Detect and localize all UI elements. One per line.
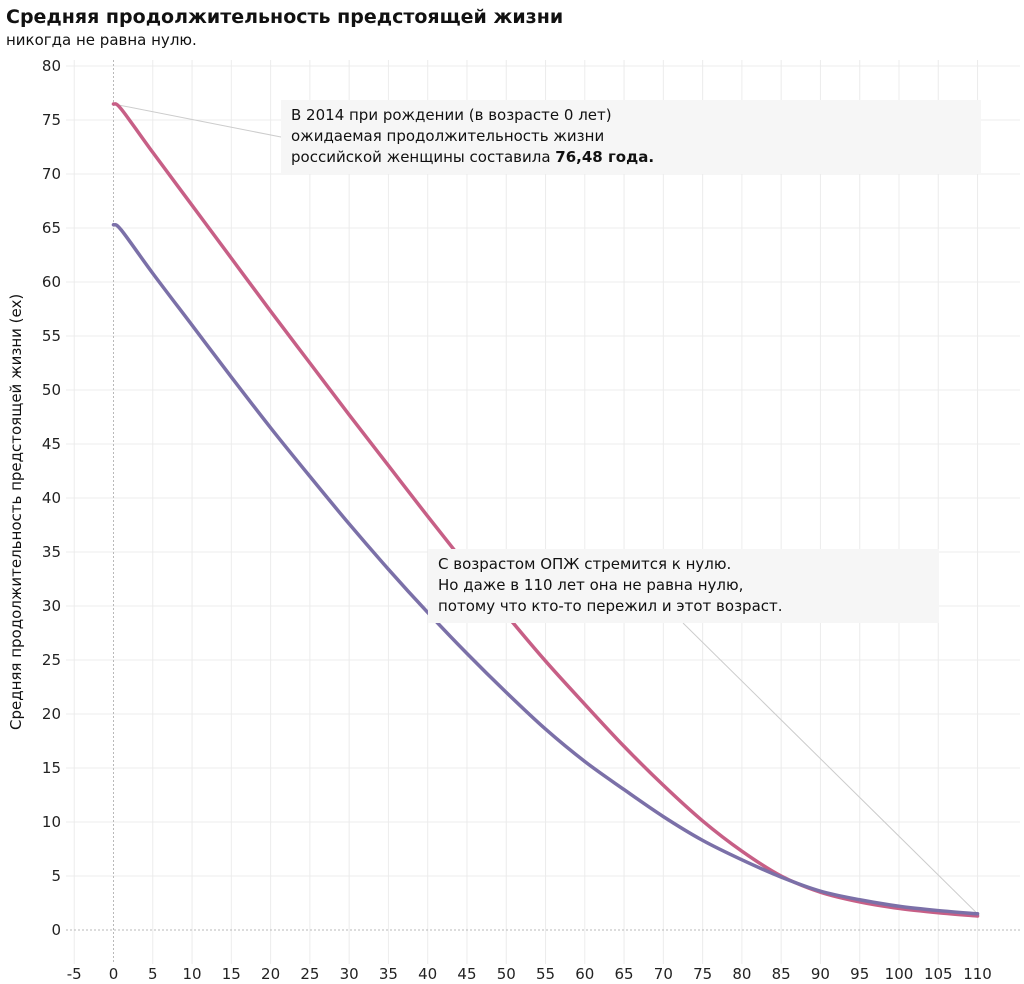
x-tick-label: 30 <box>340 965 359 983</box>
y-tick-label: 20 <box>42 705 61 723</box>
annotation-birth-pointer <box>113 103 282 138</box>
y-tick-label: 70 <box>42 165 61 183</box>
annotation-birth-value: 76,48 года. <box>555 148 655 166</box>
annotation-birth-text: российской женщины составила <box>291 148 556 166</box>
x-tick-label: 20 <box>261 965 280 983</box>
y-tick-label: 15 <box>42 759 61 777</box>
x-tick-label: 35 <box>379 965 398 983</box>
x-tick-label: 95 <box>850 965 869 983</box>
annotation-pointers <box>113 103 978 915</box>
series-line-men <box>111 222 980 916</box>
x-tick-label: 70 <box>654 965 673 983</box>
x-tick-label: 45 <box>457 965 476 983</box>
y-tick-labels: 0 5 10 15 20 25 30 35 40 45 50 55 60 65 70 75 80 <box>42 57 61 939</box>
x-tick-label: 105 <box>924 965 953 983</box>
annotation-old-age-line3: потому что кто-то пережил и этот возраст… <box>438 597 783 615</box>
annotation-old-age-line1: С возрастом ОПЖ стремится к нулю. <box>438 555 732 573</box>
x-tick-label: 60 <box>575 965 594 983</box>
grid <box>66 60 1020 964</box>
axes <box>66 60 1020 964</box>
x-tick-label: 85 <box>772 965 791 983</box>
y-tick-label: 25 <box>42 651 61 669</box>
y-tick-label: 0 <box>51 921 61 939</box>
x-tick-label: 100 <box>885 965 914 983</box>
y-tick-label: 50 <box>42 381 61 399</box>
x-tick-label: -5 <box>67 965 82 983</box>
x-tick-labels: -5 0 5 10 15 20 25 30 35 40 45 50 55 60 65 70 75 80 85 90 95… <box>67 965 992 983</box>
y-tick-label: 10 <box>42 813 61 831</box>
annotation-old-age-pointer <box>682 622 978 915</box>
chart-title: Средняя продолжительность предстоящей жи… <box>6 6 564 28</box>
chart-subtitle: никогда не равна нулю. <box>6 31 197 49</box>
x-tick-label: 75 <box>693 965 712 983</box>
annotation-birth-line1: В 2014 при рождении (в возрасте 0 лет) <box>291 106 612 124</box>
x-tick-label: 15 <box>222 965 241 983</box>
annotation-birth-line3: российской женщины составила 76,48 года. <box>291 147 971 168</box>
y-tick-label: 40 <box>42 489 61 507</box>
y-tick-label: 60 <box>42 273 61 291</box>
annotation-birth: В 2014 при рождении (в возрасте 0 лет) о… <box>281 100 981 174</box>
x-tick-label: 110 <box>963 965 992 983</box>
x-tick-label: 80 <box>732 965 751 983</box>
x-tick-label: 90 <box>811 965 830 983</box>
x-tick-label: 65 <box>615 965 634 983</box>
x-tick-label: 55 <box>536 965 555 983</box>
y-tick-label: 75 <box>42 111 61 129</box>
y-tick-label: 5 <box>51 867 61 885</box>
x-tick-label: 0 <box>109 965 119 983</box>
x-tick-label: 5 <box>148 965 158 983</box>
y-tick-label: 30 <box>42 597 61 615</box>
y-tick-label: 45 <box>42 435 61 453</box>
annotation-birth-line2: ожидаемая продолжительность жизни <box>291 127 605 145</box>
x-tick-label: 50 <box>497 965 516 983</box>
y-tick-label: 65 <box>42 219 61 237</box>
y-tick-label: 55 <box>42 327 61 345</box>
x-tick-label: 10 <box>183 965 202 983</box>
y-axis-label: Средняя продолжительность предстоящей жи… <box>7 293 25 730</box>
annotation-old-age-line2: Но даже в 110 лет она не равна нулю, <box>438 576 744 594</box>
y-tick-label: 80 <box>42 57 61 75</box>
annotation-old-age: С возрастом ОПЖ стремится к нулю. Но даж… <box>428 549 939 623</box>
y-tick-label: 35 <box>42 543 61 561</box>
x-tick-label: 40 <box>418 965 437 983</box>
x-tick-label: 25 <box>300 965 319 983</box>
